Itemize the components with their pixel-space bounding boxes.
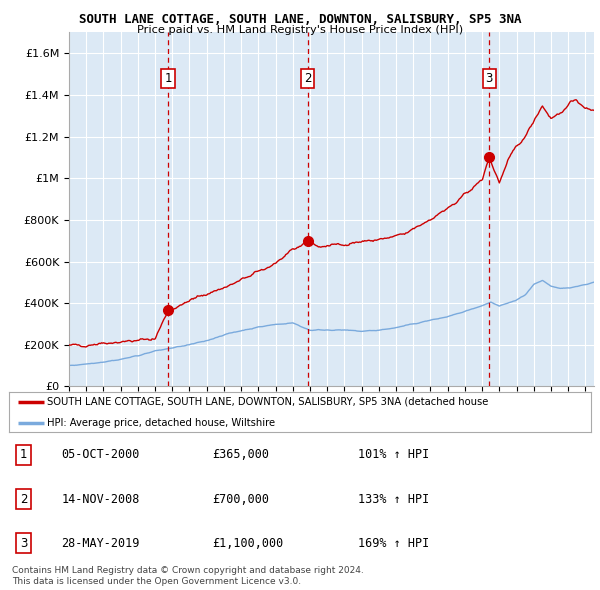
Text: 2: 2 — [20, 493, 28, 506]
Text: 3: 3 — [485, 72, 493, 85]
Text: £365,000: £365,000 — [212, 448, 270, 461]
Text: 1: 1 — [164, 72, 172, 85]
Text: 133% ↑ HPI: 133% ↑ HPI — [358, 493, 430, 506]
Text: 05-OCT-2000: 05-OCT-2000 — [61, 448, 140, 461]
Text: 1: 1 — [20, 448, 28, 461]
Text: 2: 2 — [304, 72, 311, 85]
Text: £700,000: £700,000 — [212, 493, 270, 506]
Text: 169% ↑ HPI: 169% ↑ HPI — [358, 537, 430, 550]
Text: SOUTH LANE COTTAGE, SOUTH LANE, DOWNTON, SALISBURY, SP5 3NA (detached house: SOUTH LANE COTTAGE, SOUTH LANE, DOWNTON,… — [47, 397, 488, 407]
Text: 28-MAY-2019: 28-MAY-2019 — [61, 537, 140, 550]
Text: Price paid vs. HM Land Registry's House Price Index (HPI): Price paid vs. HM Land Registry's House … — [137, 25, 463, 35]
Text: 14-NOV-2008: 14-NOV-2008 — [61, 493, 140, 506]
Text: Contains HM Land Registry data © Crown copyright and database right 2024.: Contains HM Land Registry data © Crown c… — [12, 566, 364, 575]
Text: This data is licensed under the Open Government Licence v3.0.: This data is licensed under the Open Gov… — [12, 577, 301, 586]
Text: HPI: Average price, detached house, Wiltshire: HPI: Average price, detached house, Wilt… — [47, 418, 275, 428]
Text: 101% ↑ HPI: 101% ↑ HPI — [358, 448, 430, 461]
Text: SOUTH LANE COTTAGE, SOUTH LANE, DOWNTON, SALISBURY, SP5 3NA: SOUTH LANE COTTAGE, SOUTH LANE, DOWNTON,… — [79, 13, 521, 26]
Text: 3: 3 — [20, 537, 27, 550]
Text: £1,100,000: £1,100,000 — [212, 537, 284, 550]
